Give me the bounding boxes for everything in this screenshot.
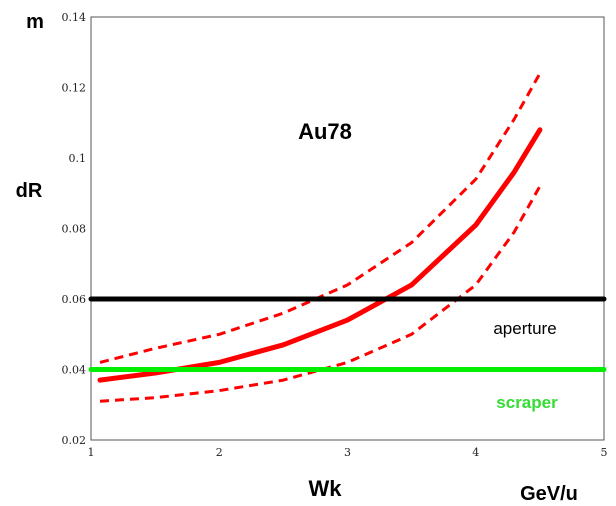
y-tick-label: 0.14: [62, 11, 87, 24]
x-tick-label: 4: [472, 446, 479, 459]
x-tick-label: 2: [216, 446, 223, 459]
y-tick-label: 0.02: [62, 434, 87, 447]
y-tick-label: 0.06: [62, 293, 87, 306]
upper-bound-curve: [99, 72, 542, 364]
series-label-aperture: aperture: [493, 319, 556, 338]
x-tick-labels: 1 2 3 4 5: [88, 446, 608, 459]
nominal-curve: [97, 127, 543, 383]
y-tick-label: 0.12: [62, 82, 87, 95]
y-axis-unit: m: [26, 11, 44, 33]
lower-bound-curve: [99, 185, 542, 403]
y-tick-label: 0.04: [62, 364, 87, 377]
y-axis-label: dR: [16, 180, 43, 202]
x-tick-label: 3: [344, 446, 351, 459]
y-tick-labels: 0.02 0.04 0.06 0.08 0.1 0.12 0.14: [62, 11, 87, 447]
series-lines: [88, 72, 607, 403]
x-axis-unit: GeV/u: [520, 483, 578, 505]
plot-frame: [90, 16, 605, 441]
y-tick-label: 0.08: [62, 223, 87, 236]
x-tick-label: 5: [601, 446, 608, 459]
x-tick-label: 1: [88, 446, 95, 459]
chart-title: Au78: [298, 119, 352, 144]
series-label-scraper: scraper: [496, 393, 558, 412]
x-axis-label: Wk: [309, 476, 343, 501]
y-tick-label: 0.1: [69, 152, 87, 165]
